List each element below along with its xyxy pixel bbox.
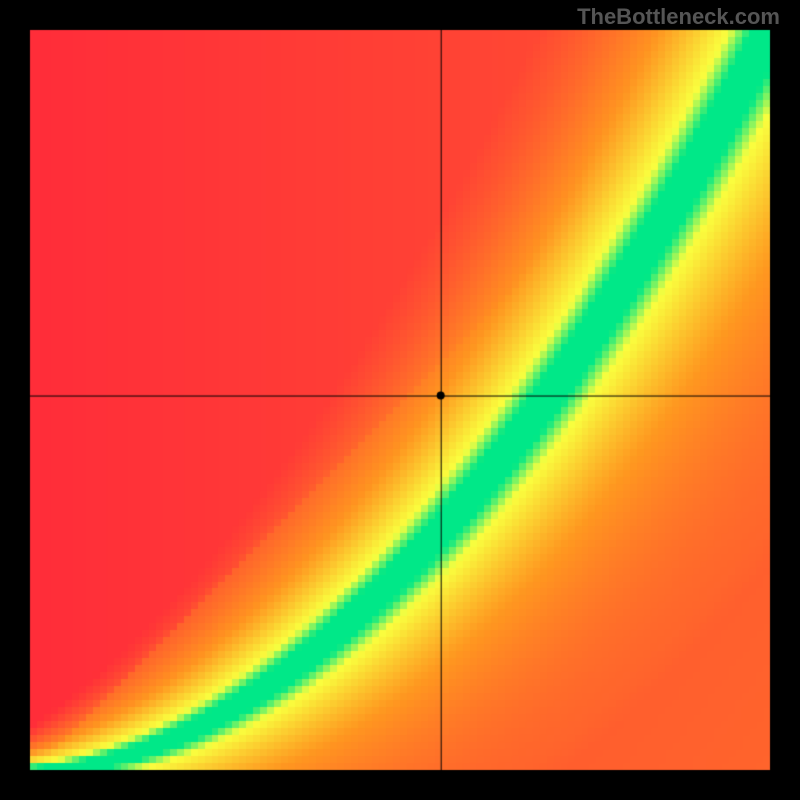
watermark-text: TheBottleneck.com <box>577 4 780 30</box>
chart-container: TheBottleneck.com <box>0 0 800 800</box>
heatmap-canvas <box>0 0 800 800</box>
